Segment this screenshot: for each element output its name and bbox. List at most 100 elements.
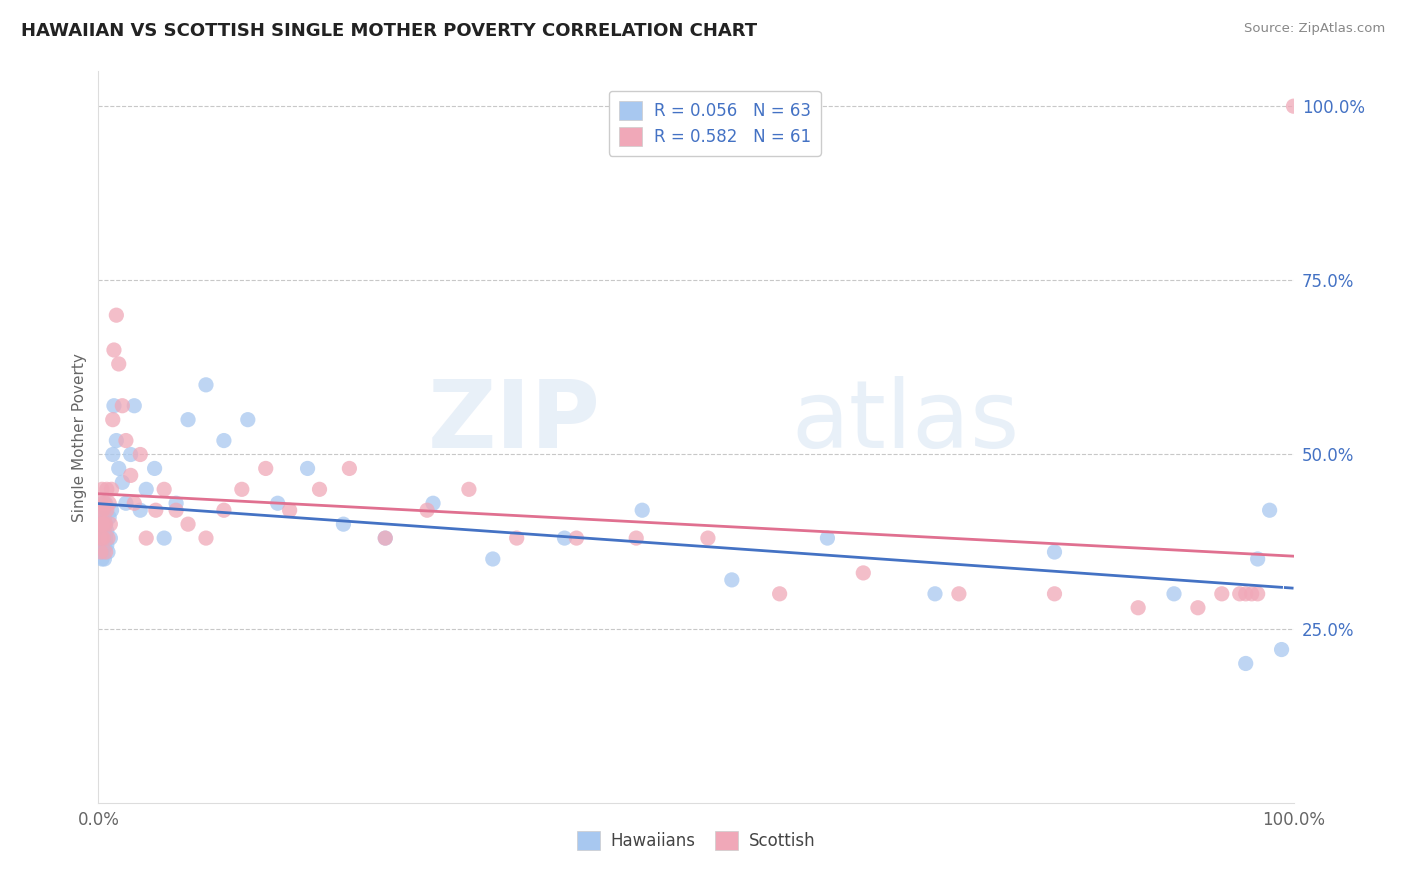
Point (374, 531, 396, 545)
Point (129, 448, 152, 462)
Point (101, 412, 124, 426)
Point (111, 475, 134, 490)
Point (143, 461, 166, 475)
Point (129, 503, 152, 517)
Point (297, 461, 319, 475)
Point (91, 531, 114, 545)
Point (91, 483, 114, 497)
Point (124, 496, 146, 510)
Point (1187, 600, 1209, 615)
Point (90, 496, 112, 510)
Point (96, 538, 118, 552)
Point (89, 517, 111, 532)
Legend: Hawaiians, Scottish: Hawaiians, Scottish (571, 824, 821, 856)
Point (924, 587, 946, 601)
Point (101, 448, 124, 462)
Point (91, 496, 114, 510)
Point (1234, 587, 1257, 601)
Point (115, 434, 138, 448)
Point (98, 517, 122, 532)
Point (103, 343, 125, 357)
Point (98, 510, 121, 524)
Point (135, 483, 157, 497)
Point (93, 517, 115, 532)
Point (165, 503, 187, 517)
Point (481, 552, 505, 566)
Point (107, 461, 129, 475)
Point (458, 483, 481, 497)
Point (153, 483, 176, 497)
Point (416, 503, 439, 517)
Point (93, 496, 115, 510)
Point (105, 434, 128, 448)
Point (332, 517, 354, 532)
Point (195, 531, 218, 545)
Point (1282, 99, 1305, 113)
Point (236, 412, 259, 426)
Point (195, 377, 218, 392)
Text: atlas: atlas (792, 376, 1019, 468)
Point (768, 587, 790, 601)
Point (1229, 587, 1251, 601)
Point (153, 531, 176, 545)
Point (94, 517, 117, 532)
Text: ZIP: ZIP (427, 376, 600, 468)
Point (91, 503, 114, 517)
Point (103, 399, 125, 413)
Point (120, 448, 142, 462)
Point (96, 483, 118, 497)
Y-axis label: Single Mother Poverty: Single Mother Poverty (72, 352, 87, 522)
Point (111, 399, 134, 413)
Point (94, 517, 117, 532)
Point (91, 552, 114, 566)
Point (212, 503, 235, 517)
Point (339, 461, 361, 475)
Point (94, 531, 117, 545)
Point (852, 566, 875, 580)
Point (91, 517, 114, 532)
Point (626, 531, 648, 545)
Point (107, 357, 129, 371)
Point (1211, 587, 1233, 601)
Point (1128, 600, 1150, 615)
Point (97, 545, 120, 559)
Point (267, 496, 290, 510)
Point (1043, 545, 1066, 559)
Point (124, 399, 146, 413)
Point (697, 531, 720, 545)
Point (374, 531, 396, 545)
Point (90, 545, 112, 559)
Point (90, 510, 112, 524)
Point (120, 468, 142, 483)
Point (721, 573, 744, 587)
Point (98, 496, 121, 510)
Point (100, 483, 122, 497)
Point (308, 483, 330, 497)
Point (90, 524, 112, 538)
Point (91, 538, 114, 552)
Point (105, 308, 128, 322)
Point (422, 496, 444, 510)
Point (1258, 503, 1281, 517)
Point (278, 503, 301, 517)
Point (94, 496, 117, 510)
Point (948, 587, 970, 601)
Point (91, 531, 114, 545)
Point (177, 412, 200, 426)
Point (815, 531, 838, 545)
Point (91, 517, 114, 532)
Point (1240, 587, 1263, 601)
Point (89, 531, 111, 545)
Point (100, 503, 122, 517)
Point (631, 503, 654, 517)
Point (135, 531, 157, 545)
Point (97, 531, 120, 545)
Point (1247, 552, 1270, 566)
Point (145, 503, 167, 517)
Point (90, 517, 112, 532)
Point (91, 531, 114, 545)
Point (91, 503, 114, 517)
Point (90, 545, 112, 559)
Point (96, 503, 118, 517)
Point (1247, 587, 1270, 601)
